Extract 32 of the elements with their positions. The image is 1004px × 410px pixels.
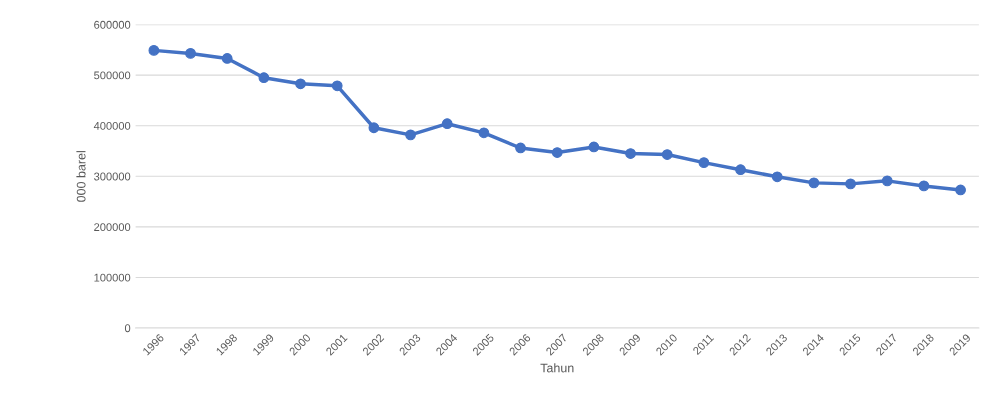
point [331,80,343,92]
point [625,148,636,159]
y-tick-label: 600000 [94,20,131,29]
point [955,184,966,196]
point [515,142,526,154]
point [368,122,380,134]
point [405,129,416,141]
y-tick-label: 500000 [94,71,131,80]
point [588,141,600,153]
point [918,180,930,192]
point [661,149,673,160]
point [221,53,233,64]
y-tick-label: 400000 [93,122,131,130]
point [551,147,563,158]
x-axis-title: Tahun [540,363,574,373]
point [881,175,893,187]
point [258,72,270,84]
point [185,48,196,59]
point [698,157,710,169]
point [808,177,820,189]
point [295,78,306,90]
point [771,171,783,183]
point [441,118,453,130]
point [845,178,856,190]
point [148,45,160,56]
y-axis-title: 000 barel [76,151,86,202]
point [478,127,490,139]
y-tick-label: 300000 [94,172,131,181]
y-tick-label: 100000 [94,273,131,282]
y-tick-label: 200000 [94,223,131,231]
y-tick-label: 0 [124,324,131,333]
point [735,164,746,176]
